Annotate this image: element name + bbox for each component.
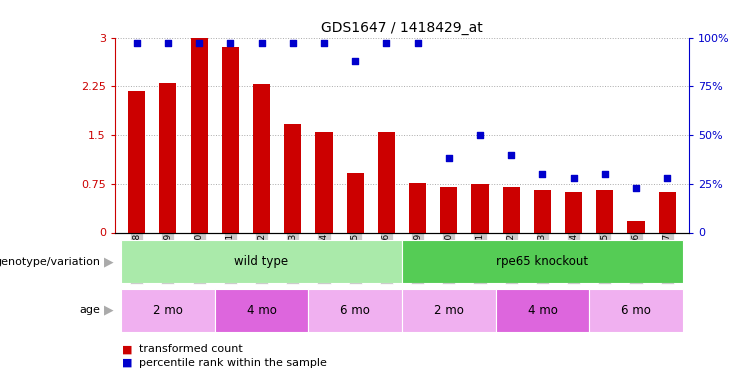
Bar: [121, 240, 402, 283]
Bar: [190, 38, 207, 232]
Bar: [502, 187, 520, 232]
Bar: [402, 240, 683, 283]
Bar: [215, 289, 308, 332]
Text: ▶: ▶: [104, 304, 113, 317]
Bar: [128, 91, 145, 232]
Point: [536, 171, 548, 177]
Text: 6 mo: 6 mo: [621, 304, 651, 317]
Point: [599, 171, 611, 177]
Text: age: age: [79, 305, 100, 315]
Point: [162, 40, 174, 46]
Bar: [159, 83, 176, 232]
Point: [225, 40, 236, 46]
Point: [443, 155, 455, 161]
Bar: [440, 187, 457, 232]
Text: rpe65 knockout: rpe65 knockout: [496, 255, 588, 268]
Point: [256, 40, 268, 46]
Point: [380, 40, 392, 46]
Point: [130, 40, 142, 46]
Bar: [402, 289, 496, 332]
Point: [568, 175, 579, 181]
Bar: [496, 289, 589, 332]
Text: 6 mo: 6 mo: [340, 304, 370, 317]
Bar: [471, 184, 488, 232]
Text: 2 mo: 2 mo: [153, 304, 183, 317]
Point: [349, 58, 361, 64]
Text: 4 mo: 4 mo: [247, 304, 276, 317]
Point: [662, 175, 674, 181]
Point: [318, 40, 330, 46]
Bar: [222, 47, 239, 232]
Text: ■: ■: [122, 357, 133, 368]
Bar: [659, 192, 676, 232]
Bar: [347, 173, 364, 232]
Bar: [409, 183, 426, 232]
Point: [630, 184, 642, 190]
Bar: [316, 132, 333, 232]
Bar: [597, 190, 614, 232]
Point: [505, 152, 517, 157]
Bar: [628, 221, 645, 232]
Bar: [253, 84, 270, 232]
Text: 2 mo: 2 mo: [434, 304, 464, 317]
Title: GDS1647 / 1418429_at: GDS1647 / 1418429_at: [321, 21, 483, 35]
Bar: [589, 289, 683, 332]
Bar: [534, 190, 551, 232]
Point: [193, 40, 205, 46]
Text: ▶: ▶: [104, 255, 113, 268]
Point: [412, 40, 424, 46]
Text: ■: ■: [122, 344, 133, 354]
Text: transformed count: transformed count: [139, 344, 242, 354]
Point: [287, 40, 299, 46]
Text: wild type: wild type: [234, 255, 288, 268]
Bar: [565, 192, 582, 232]
Bar: [308, 289, 402, 332]
Point: [474, 132, 486, 138]
Bar: [378, 132, 395, 232]
Text: percentile rank within the sample: percentile rank within the sample: [139, 357, 327, 368]
Bar: [121, 289, 215, 332]
Text: 4 mo: 4 mo: [528, 304, 557, 317]
Text: genotype/variation: genotype/variation: [0, 256, 100, 267]
Bar: [284, 124, 302, 232]
